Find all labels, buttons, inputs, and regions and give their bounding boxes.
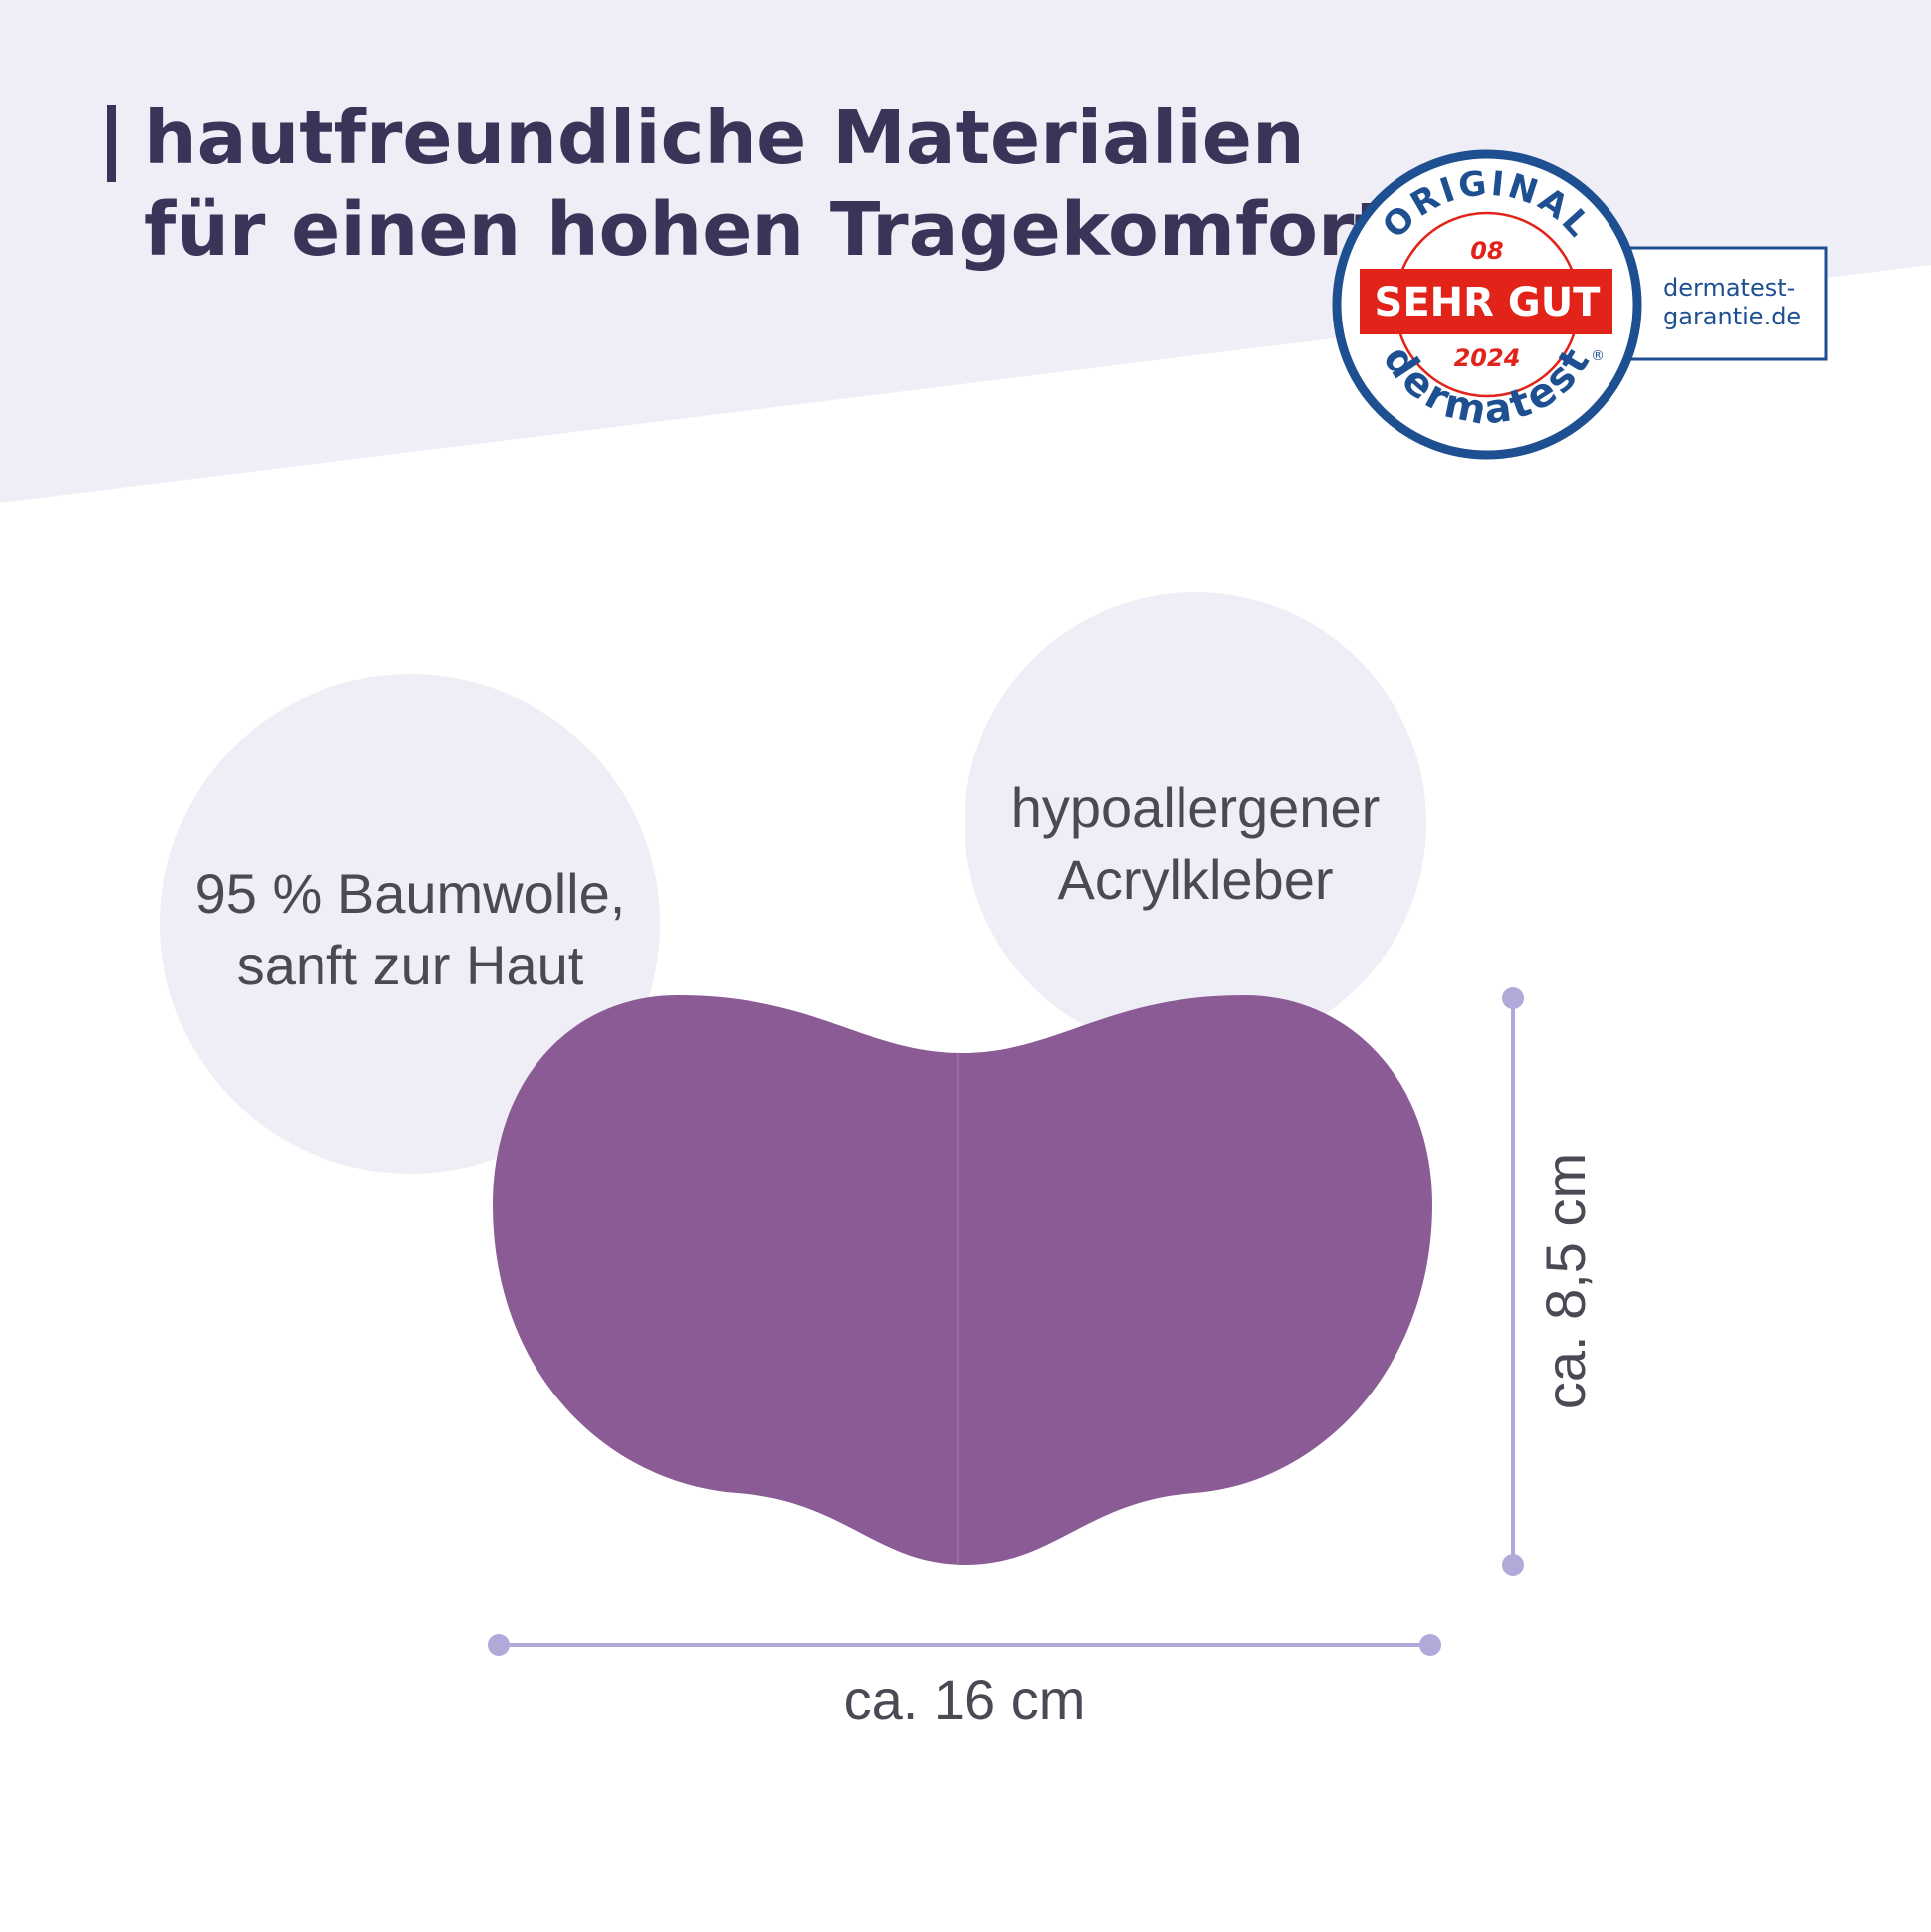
feature-text: hypoallergener bbox=[1011, 776, 1380, 839]
dimension-end bbox=[1502, 987, 1524, 1009]
dimension-end bbox=[1419, 1634, 1441, 1656]
width-label: ca. 16 cm bbox=[844, 1668, 1086, 1731]
heading-line: hautfreundliche Materialien bbox=[144, 96, 1305, 181]
badge-rating: SEHR GUT bbox=[1375, 280, 1602, 325]
heading-bar bbox=[107, 105, 116, 182]
feature-circle bbox=[160, 674, 660, 1174]
dimension-end bbox=[488, 1634, 510, 1656]
badge-number: 08 bbox=[1470, 237, 1503, 265]
heading-line: für einen hohen Tragekomfort bbox=[144, 187, 1390, 273]
badge-site: dermatest- bbox=[1663, 274, 1795, 302]
header-background bbox=[0, 0, 1931, 503]
badge-ribbon bbox=[1360, 269, 1612, 334]
feature-text: Acrylkleber bbox=[1058, 848, 1334, 911]
feature-text: sanft zur Haut bbox=[237, 934, 584, 996]
feature-text: 95 % Baumwolle, bbox=[195, 862, 626, 925]
plaster bbox=[493, 995, 1432, 1565]
feature-circle bbox=[965, 592, 1426, 1054]
badge-year: 2024 bbox=[1454, 344, 1521, 372]
badge-registered: ® bbox=[1591, 348, 1605, 364]
badge-site: garantie.de bbox=[1663, 303, 1801, 330]
dimension-end bbox=[1502, 1554, 1524, 1576]
height-label: ca. 8,5 cm bbox=[1534, 1153, 1597, 1409]
badge-box bbox=[1624, 246, 1828, 361]
